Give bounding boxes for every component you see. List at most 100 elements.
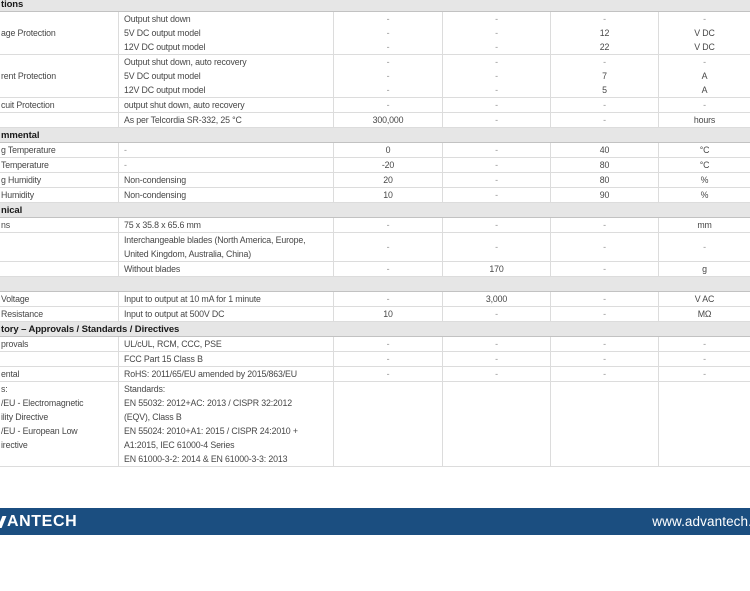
spec-unit-cell: - [658, 352, 750, 366]
spec-value-cell: - [442, 143, 550, 157]
cell-line: 5V DC output model [124, 71, 201, 81]
spec-unit-cell: hours [658, 113, 750, 127]
cell-line: - [495, 42, 498, 52]
table-row: age Protection Output shut down 5V DC outp… [0, 12, 750, 55]
cell-line: 10 [383, 190, 393, 200]
cell-line: - [703, 369, 706, 379]
spec-value-cell: - - - [333, 55, 442, 97]
cell-line: - [495, 369, 498, 379]
cell-line: RoHS: 2011/65/EU amended by 2015/863/EU [124, 369, 297, 379]
cell-line: g Temperature [1, 145, 56, 155]
cell-line [1, 113, 118, 127]
cell-line: Input to output at 10 mA for 1 minute [124, 294, 261, 304]
cell-line [1, 262, 118, 276]
cell-line: °C [699, 145, 710, 155]
cell-line [1, 240, 118, 254]
cell-line: - [703, 100, 706, 110]
cell-line [1, 352, 118, 366]
spec-unit-cell: V AC [658, 292, 750, 306]
cell-line: 170 [489, 264, 504, 274]
cell-line: g [702, 264, 707, 274]
spec-label-cell: Temperature [0, 158, 118, 172]
cell-line: 0 [385, 145, 391, 155]
cell-line: - [386, 339, 390, 349]
table-row: Humidity Non-condensing 10 - 90% [0, 188, 750, 203]
spec-unit-cell: - [658, 233, 750, 261]
cell-line: - [495, 309, 498, 319]
spec-value-cell: 3,000 [442, 292, 550, 306]
spec-value-cell: - [550, 98, 658, 112]
table-row: ental RoHS: 2011/65/EU amended by 2015/86… [0, 367, 750, 382]
spec-value-cell: 80 [550, 158, 658, 172]
spec-value-cell: - 7 5 [550, 55, 658, 97]
cell-line: - [386, 71, 390, 81]
table-row: provals UL/cUL, RCM, CCC, PSE - - - - [0, 337, 750, 352]
table-row: s: /EU - Electromagnetic ility Directive/E… [0, 382, 750, 467]
cell-line: Voltage [1, 294, 30, 304]
spec-value-cell: - [333, 337, 442, 351]
section-header: tory – Approvals / Standards / Directive… [0, 322, 750, 337]
table-row: As per Telcordia SR-332, 25 °C 300,000 - - h… [0, 113, 750, 128]
footer-url[interactable]: www.advantech. [652, 514, 750, 529]
cell-line: - [703, 242, 706, 252]
spec-value-cell: - [550, 218, 658, 232]
spec-label-cell: rent Protection [0, 55, 118, 97]
table-row: rent Protection Output shut down, auto re… [0, 55, 750, 98]
cell-line: V DC [694, 28, 715, 38]
spec-value-cell: - [550, 113, 658, 127]
spec-value-cell: 80 [550, 173, 658, 187]
cell-line: - [703, 339, 706, 349]
cell-line: 90 [599, 190, 610, 200]
cell-line: - [603, 100, 606, 110]
spec-unit-cell: MΩ [658, 307, 750, 321]
cell-line: - [703, 354, 706, 364]
spec-value-cell: - - - [333, 12, 442, 54]
table-row: Temperature - -20 - 80 °C [0, 158, 750, 173]
spec-value-cell: - [333, 367, 442, 381]
spec-value-cell: - [333, 352, 442, 366]
section-header: tions [0, 0, 750, 12]
spec-unit-cell: °C [658, 143, 750, 157]
spec-unit-cell: °C [658, 158, 750, 172]
spec-value-cell: - [550, 307, 658, 321]
cell-line: - [495, 57, 498, 67]
cell-line: - [386, 242, 390, 252]
spec-value-cell: - [333, 218, 442, 232]
cell-line: V AC [694, 294, 715, 304]
cell-line: mm [697, 220, 712, 230]
cell-line: 40 [599, 145, 610, 155]
cell-line: - [386, 57, 390, 67]
spec-desc-cell: Without blades [118, 262, 333, 276]
cell-line: % [700, 190, 709, 200]
spec-value-cell: - [442, 337, 550, 351]
spec-desc-cell: - [118, 143, 333, 157]
cell-line: V DC [694, 42, 715, 52]
spec-label-cell: age Protection [0, 12, 118, 54]
spec-value-cell: 0 [333, 143, 442, 157]
cell-line: Without blades [124, 264, 181, 274]
spec-value-cell: 10 [333, 188, 442, 202]
spec-value-cell: - [442, 352, 550, 366]
cell-line: - [495, 28, 498, 38]
spec-value-cell: - [333, 233, 442, 261]
spec-value-cell: - - - [442, 55, 550, 97]
cell-line: - [386, 85, 390, 95]
cell-line: - [603, 57, 606, 67]
cell-line: 5 [602, 85, 607, 95]
spec-value-cell: - [550, 233, 658, 261]
cell-line: - [386, 294, 390, 304]
spec-value-cell: - [442, 113, 550, 127]
cell-line: % [700, 175, 709, 185]
spec-value-cell: - [442, 233, 550, 261]
spec-desc-cell: UL/cUL, RCM, CCC, PSE [118, 337, 333, 351]
spec-desc-cell: Input to output at 500V DC [118, 307, 333, 321]
cell-line: ility Directive [1, 412, 49, 422]
table-row: g Humidity Non-condensing 20 - 80% [0, 173, 750, 188]
spec-label-cell: Voltage [0, 292, 118, 306]
cell-line: Humidity [1, 190, 35, 200]
cell-line: A1:2015, IEC 61000-4 Series [124, 440, 235, 450]
cell-line: - [495, 339, 498, 349]
section-header: nical [0, 203, 750, 218]
cell-line: ental [1, 369, 20, 379]
